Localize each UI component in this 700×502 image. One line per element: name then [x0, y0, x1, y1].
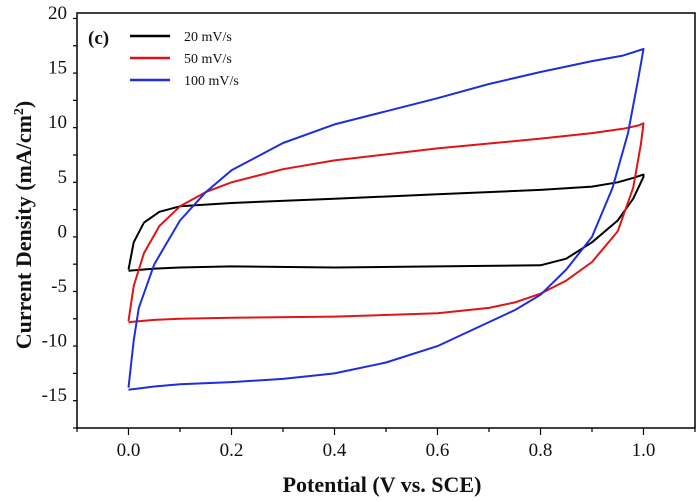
y-tick-label: 15 — [48, 58, 67, 79]
y-tick-label: 20 — [48, 3, 67, 24]
x-tick-label: 1.0 — [632, 440, 656, 461]
y-tick-label: -5 — [51, 276, 67, 297]
x-tick-label: 0.8 — [529, 440, 553, 461]
y-tick-label: 10 — [48, 112, 67, 133]
y-axis-title-superscript: 2 — [12, 108, 27, 115]
series-1-line — [127, 122, 645, 324]
series-2-line — [127, 48, 645, 391]
legend-label-2: 100 mV/s — [184, 74, 239, 89]
y-axis-title: Current Density (mA/cm2) — [11, 101, 36, 350]
y-tick-label: -15 — [42, 385, 67, 406]
legend-label-0: 20 mV/s — [184, 30, 232, 45]
panel-label: (c) — [88, 28, 109, 49]
y-tick-label: 0 — [58, 221, 68, 242]
x-tick-label: 0.0 — [117, 440, 141, 461]
plot-area — [127, 48, 645, 391]
y-tick-label: -10 — [42, 331, 67, 352]
y-axis-title-close: ) — [11, 101, 36, 108]
y-axis-title-main: Current Density (mA/cm — [11, 115, 36, 349]
axes: 0.0 0.2 0.4 0.6 0.8 1.0 -15 -10 -5 0 5 10 15 20 — [42, 3, 696, 461]
legend-label-1: 50 mV/s — [184, 52, 232, 67]
legend: 20 mV/s 50 mV/s 100 mV/s — [130, 30, 239, 89]
y-tick-label: 5 — [58, 167, 68, 188]
x-tick-label: 0.6 — [426, 440, 450, 461]
x-tick-label: 0.4 — [323, 440, 347, 461]
x-tick-label: 0.2 — [220, 440, 244, 461]
x-axis-title: Potential (V vs. SCE) — [283, 472, 482, 497]
